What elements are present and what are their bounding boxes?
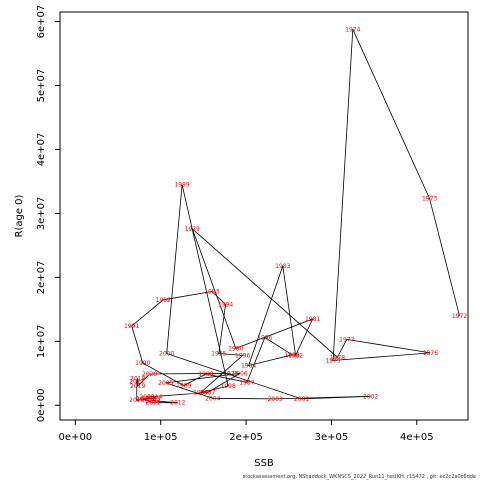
- point-label-2009: 2009: [141, 395, 156, 402]
- x-axis-title: SSB: [254, 458, 274, 469]
- point-label-1983: 1983: [275, 263, 290, 270]
- point-label-1988: 1988: [198, 371, 213, 378]
- point-label-1996: 1996: [235, 352, 250, 359]
- point-label-1978: 1978: [330, 354, 345, 361]
- plot-frame: [59, 11, 469, 421]
- point-label-1989: 1989: [176, 383, 191, 390]
- point-label-1992: 1992: [156, 297, 171, 304]
- point-label-1973: 1973: [422, 196, 437, 203]
- point-label-2014: 2014: [147, 394, 162, 401]
- y-tick-label: 6e+07: [36, 5, 47, 39]
- point-label-1986: 1986: [257, 335, 272, 342]
- point-label-2008: 2008: [139, 394, 154, 401]
- point-label-2019: 2019: [130, 383, 145, 390]
- point-label-2010: 2010: [136, 396, 151, 403]
- point-label-1980: 1980: [228, 345, 243, 352]
- point-label-2020: 2020: [142, 371, 157, 378]
- point-label-2015: 2015: [145, 395, 160, 402]
- series-line: [131, 29, 460, 404]
- point-label-1991: 1991: [124, 323, 139, 330]
- point-label-2017: 2017: [129, 379, 144, 386]
- y-tick-label: 2e+07: [36, 261, 47, 295]
- point-label-1982: 1982: [288, 352, 303, 359]
- point-label-2013: 2013: [145, 398, 160, 405]
- point-label-2018: 2018: [130, 375, 145, 382]
- point-label-1981: 1981: [305, 316, 320, 323]
- point-label-2002: 2002: [363, 393, 378, 400]
- x-tick-label: 2e+05: [229, 432, 263, 443]
- y-tick-label: 0e+00: [36, 388, 47, 422]
- point-label-1984: 1984: [241, 363, 256, 370]
- point-label-1993: 1993: [204, 289, 219, 296]
- y-tick-label: 1e+07: [36, 325, 47, 359]
- point-label-1998: 1998: [221, 383, 236, 390]
- point-label-1985: 1985: [285, 352, 300, 359]
- x-tick-label: 1e+05: [144, 432, 178, 443]
- point-label-1975: 1975: [325, 358, 340, 365]
- y-axis-title: R(age 0): [14, 194, 25, 237]
- point-label-1979: 1979: [185, 226, 200, 233]
- y-tick-label: 4e+07: [36, 133, 47, 167]
- point-label-1994: 1994: [218, 301, 233, 308]
- point-label-1999: 1999: [174, 182, 189, 189]
- point-label-2016: 2016: [129, 397, 144, 404]
- x-tick-label: 3e+05: [315, 432, 349, 443]
- point-label-2004: 2004: [205, 395, 220, 402]
- point-label-1987: 1987: [239, 379, 254, 386]
- y-tick-label: 3e+07: [36, 197, 47, 231]
- point-label-2012: 2012: [170, 400, 185, 407]
- point-label-2005: 2005: [158, 380, 173, 387]
- point-label-1995: 1995: [211, 351, 226, 358]
- point-label-2003: 2003: [267, 396, 282, 403]
- point-label-2011: 2011: [145, 400, 160, 407]
- point-label-2001: 2001: [294, 396, 309, 403]
- point-label-1972: 1972: [452, 313, 467, 320]
- point-label-1977: 1977: [339, 336, 354, 343]
- point-label-2021: 2021: [223, 370, 238, 377]
- point-label-1997: 1997: [193, 390, 208, 397]
- caption: stockassessment.org, NShaddock_WKNSCS_20…: [243, 474, 476, 480]
- y-tick-label: 5e+07: [36, 69, 47, 103]
- point-labels: 1972 1973 1974 1975 1976 1977 1978 1979 1980 1981…: [124, 26, 467, 406]
- point-label-2006: 2006: [232, 370, 247, 377]
- point-label-1990: 1990: [135, 360, 150, 367]
- point-label-1976: 1976: [423, 350, 438, 357]
- x-tick-label: 0e+00: [59, 432, 93, 443]
- y-axis: 0e+00 1e+07 2e+07 3e+07 4e+07 5e+07 6e+07: [36, 5, 60, 422]
- point-label-2007: 2007: [200, 390, 215, 397]
- point-label-2000: 2000: [159, 351, 174, 358]
- x-tick-label: 4e+05: [400, 432, 434, 443]
- x-axis: 0e+00 1e+05 2e+05 3e+05 4e+05: [59, 420, 434, 443]
- point-label-1974: 1974: [345, 26, 360, 33]
